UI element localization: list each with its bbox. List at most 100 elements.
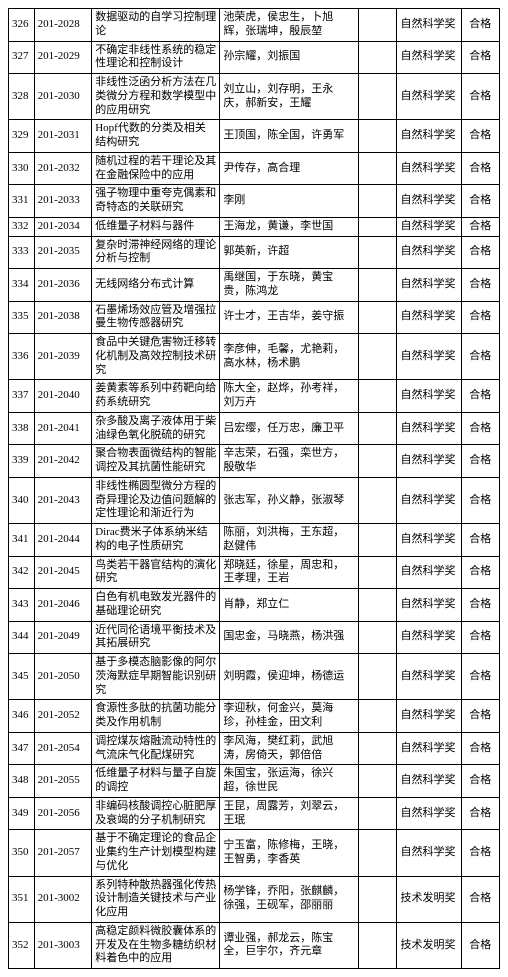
cell-index: 336 [9,334,35,380]
table-row: 327201-2029不确定非线性系统的稳定性理论和控制设计孙宗耀，刘振国自然科… [9,41,500,74]
cell-award: 自然科学奖 [397,301,461,334]
cell-people: 池荣虎，侯忠生，卜旭辉，张瑞坤，殷辰堃 [220,9,359,42]
cell-people: 李风海，樊红莉，武旭涛，房倚天，郭倍倍 [220,732,359,765]
cell-index: 342 [9,556,35,589]
cell-code: 201-2040 [34,380,92,413]
cell-blank [359,120,397,153]
cell-index: 327 [9,41,35,74]
cell-status: 合格 [461,524,499,557]
table-row: 334201-2036无线网络分布式计算禹继国，于东晓，黄宝贵，陈鸿龙自然科学奖… [9,269,500,302]
cell-status: 合格 [461,876,499,922]
table-row: 347201-2054调控煤灰熔融流动特性的气流床气化配煤研究李风海，樊红莉，武… [9,732,500,765]
table-row: 343201-2046白色有机电致发光器件的基础理论研究肖静，郑立仁自然科学奖合… [9,589,500,622]
cell-award: 自然科学奖 [397,556,461,589]
cell-people: 刘立山，刘存明，王永庆，郝新安，王耀 [220,74,359,120]
cell-index: 335 [9,301,35,334]
cell-index: 328 [9,74,35,120]
cell-blank [359,876,397,922]
table-row: 345201-2050基于多模态脑影像的阿尔茨海默症早期智能识别研究刘明霞，侯迎… [9,654,500,700]
cell-blank [359,380,397,413]
cell-status: 合格 [461,334,499,380]
cell-title: 随机过程的若干理论及其在金融保险中的应用 [92,152,220,185]
table-row: 350201-2057基于不确定理论的食品企业集约生产计划模型构建与优化宁玉富，… [9,830,500,876]
cell-blank [359,236,397,269]
cell-code: 201-2038 [34,301,92,334]
table-row: 332201-2034低维量子材料与器件王海龙，黄谦，李世国自然科学奖合格 [9,217,500,236]
cell-code: 201-2042 [34,445,92,478]
cell-title: 低维量子材料与器件 [92,217,220,236]
cell-people: 陈丽，刘洪梅，王东超，赵健伟 [220,524,359,557]
cell-status: 合格 [461,412,499,445]
cell-award: 自然科学奖 [397,120,461,153]
cell-code: 201-2035 [34,236,92,269]
table-row: 336201-2039食品中关键危害物迁移转化机制及高效控制技术研究李彦伸，毛馨… [9,334,500,380]
table-row: 335201-2038石墨烯场效应管及增强拉曼生物传感器研究许士才，王吉华，姜守… [9,301,500,334]
cell-code: 201-2041 [34,412,92,445]
cell-blank [359,74,397,120]
table-row: 349201-2056非编码核酸调控心脏肥厚及衰竭的分子机制研究王昆，周露芳，刘… [9,797,500,830]
cell-people: 王顶国，陈全国，许勇军 [220,120,359,153]
cell-blank [359,269,397,302]
cell-code: 201-2056 [34,797,92,830]
table-row: 326201-2028数据驱动的自学习控制理论池荣虎，侯忠生，卜旭辉，张瑞坤，殷… [9,9,500,42]
cell-title: 非线性椭圆型微分方程的奇异理论及边值问题解的定性理论和渐近行为 [92,477,220,523]
cell-people: 孙宗耀，刘振国 [220,41,359,74]
cell-status: 合格 [461,301,499,334]
cell-status: 合格 [461,830,499,876]
cell-code: 201-2033 [34,185,92,218]
cell-index: 345 [9,654,35,700]
cell-code: 201-2052 [34,700,92,733]
cell-code: 201-2055 [34,765,92,798]
cell-blank [359,732,397,765]
cell-blank [359,334,397,380]
cell-title: 姜黄素等系列中药靶向给药系统研究 [92,380,220,413]
cell-title: 低维量子材料与量子自旋的调控 [92,765,220,798]
cell-code: 201-2054 [34,732,92,765]
cell-award: 技术发明奖 [397,876,461,922]
cell-code: 201-2044 [34,524,92,557]
cell-code: 201-2045 [34,556,92,589]
cell-people: 许士才，王吉华，姜守振 [220,301,359,334]
cell-title: 食品中关键危害物迁移转化机制及高效控制技术研究 [92,334,220,380]
cell-blank [359,185,397,218]
cell-title: 白色有机电致发光器件的基础理论研究 [92,589,220,622]
table-row: 328201-2030非线性泛函分析方法在几类微分方程和数学模型中的应用研究刘立… [9,74,500,120]
table-row: 346201-2052食源性多肽的抗菌功能分类及作用机制李迎秋，何金兴，莫海珍，… [9,700,500,733]
cell-title: 无线网络分布式计算 [92,269,220,302]
cell-status: 合格 [461,152,499,185]
cell-code: 201-2050 [34,654,92,700]
cell-title: 聚合物表面微结构的智能调控及其抗菌性能研究 [92,445,220,478]
cell-blank [359,922,397,968]
cell-index: 326 [9,9,35,42]
cell-status: 合格 [461,9,499,42]
cell-status: 合格 [461,621,499,654]
cell-award: 自然科学奖 [397,621,461,654]
cell-blank [359,556,397,589]
cell-people: 宁玉富，陈修梅，王晓，王智勇，李香英 [220,830,359,876]
cell-status: 合格 [461,922,499,968]
cell-index: 330 [9,152,35,185]
cell-code: 201-2043 [34,477,92,523]
cell-title: 强子物理中重夸克偶素和奇特态的关联研究 [92,185,220,218]
cell-award: 自然科学奖 [397,732,461,765]
cell-award: 自然科学奖 [397,524,461,557]
cell-award: 技术发明奖 [397,922,461,968]
cell-index: 339 [9,445,35,478]
cell-blank [359,217,397,236]
cell-blank [359,301,397,334]
cell-index: 352 [9,922,35,968]
cell-blank [359,654,397,700]
table-row: 339201-2042聚合物表面微结构的智能调控及其抗菌性能研究辛志荣，石强，栾… [9,445,500,478]
cell-status: 合格 [461,74,499,120]
cell-award: 自然科学奖 [397,380,461,413]
cell-status: 合格 [461,797,499,830]
cell-code: 201-3003 [34,922,92,968]
cell-people: 王海龙，黄谦，李世国 [220,217,359,236]
cell-people: 国忠金，马晓燕，杨洪强 [220,621,359,654]
cell-status: 合格 [461,380,499,413]
awards-table: 326201-2028数据驱动的自学习控制理论池荣虎，侯忠生，卜旭辉，张瑞坤，殷… [8,8,500,969]
cell-award: 自然科学奖 [397,185,461,218]
cell-status: 合格 [461,445,499,478]
cell-people: 吕宏缨，任万忠，廉卫平 [220,412,359,445]
table-row: 340201-2043非线性椭圆型微分方程的奇异理论及边值问题解的定性理论和渐近… [9,477,500,523]
